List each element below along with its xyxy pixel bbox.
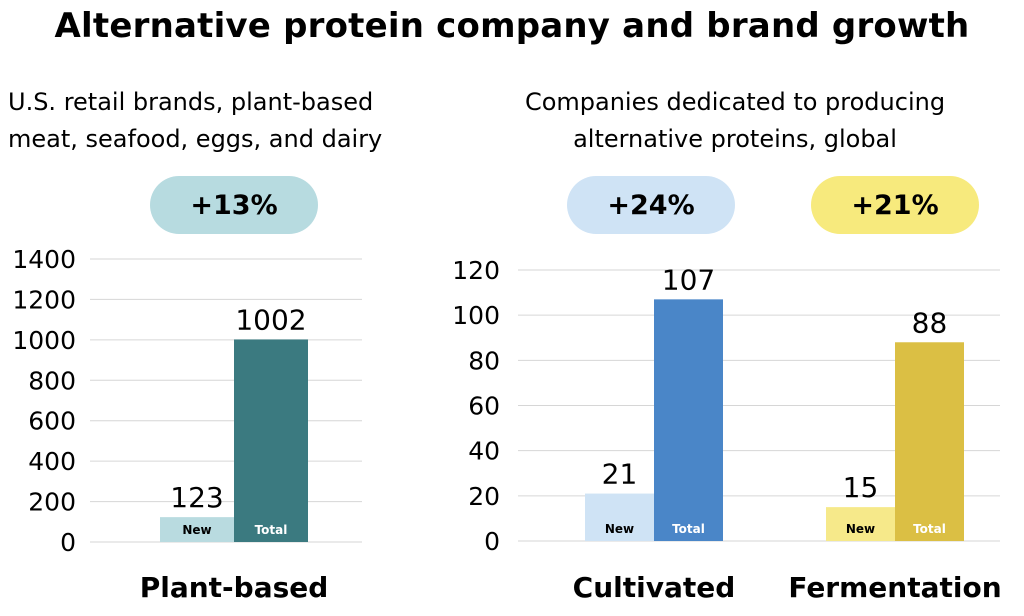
data-label: 1002 <box>235 303 306 336</box>
bar-series-label: Total <box>255 523 288 537</box>
category-label: Fermentation <box>788 571 1001 604</box>
fermentation-growth-badge: +21% <box>811 176 979 234</box>
data-label: 21 <box>602 458 638 491</box>
y-tick-label: 400 <box>28 447 76 476</box>
y-tick-label: 1000 <box>12 326 76 355</box>
data-label: 88 <box>912 306 948 339</box>
data-label: 15 <box>843 471 879 504</box>
y-tick-label: 100 <box>452 301 500 330</box>
bar-fermentation-new <box>826 507 895 541</box>
left-chart-subtitle: U.S. retail brands, plant-based meat, se… <box>8 88 383 153</box>
y-tick-label: 0 <box>484 527 500 556</box>
y-tick-label: 200 <box>28 488 76 517</box>
bar-series-label: Total <box>913 522 946 536</box>
y-tick-label: 20 <box>468 482 500 511</box>
data-label: 123 <box>170 481 223 514</box>
y-tick-label: 0 <box>60 528 76 557</box>
bar-fermentation-total <box>895 342 964 541</box>
bar-series-label: New <box>182 523 211 537</box>
y-tick-label: 800 <box>28 366 76 395</box>
category-label: Plant-based <box>140 571 329 604</box>
y-tick-label: 120 <box>452 256 500 285</box>
y-tick-label: 1400 <box>12 245 76 274</box>
data-label: 107 <box>662 263 715 296</box>
y-tick-label: 60 <box>468 392 500 421</box>
y-tick-label: 600 <box>28 407 76 436</box>
bar-plant-based-new <box>160 517 234 542</box>
y-tick-label: 80 <box>468 346 500 375</box>
plant-based-growth-badge: +13% <box>150 176 318 234</box>
category-label: Cultivated <box>573 571 736 604</box>
bar-cultivated-new <box>585 493 654 541</box>
bar-series-label: Total <box>672 522 705 536</box>
y-tick-label: 40 <box>468 437 500 466</box>
y-tick-label: 1200 <box>12 285 76 314</box>
cultivated-growth-badge: +24% <box>567 176 735 234</box>
right-chart-subtitle: Companies dedicated to producing alterna… <box>524 88 946 153</box>
bar-plant-based-total <box>234 339 308 542</box>
chart-title: Alternative protein company and brand gr… <box>54 6 970 46</box>
bar-series-label: New <box>846 522 875 536</box>
bar-cultivated-total <box>654 299 723 541</box>
bar-series-label: New <box>605 522 634 536</box>
